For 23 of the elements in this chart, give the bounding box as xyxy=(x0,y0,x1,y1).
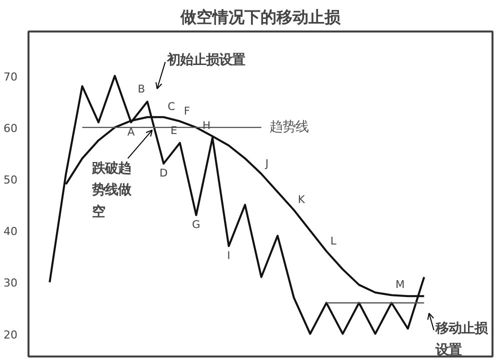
data-label: L xyxy=(330,234,336,248)
data-label: J xyxy=(264,156,268,170)
data-label: F xyxy=(184,104,190,118)
data-label: B xyxy=(138,82,146,96)
y-tick-label: 30 xyxy=(4,276,18,290)
data-label: D xyxy=(160,166,168,180)
y-tick-label: 70 xyxy=(4,70,18,84)
chart-title: 做空情况下的移动止损 xyxy=(180,8,342,26)
data-label: I xyxy=(227,249,230,262)
y-tick-label: 20 xyxy=(4,328,18,342)
series-label: 趋势线 xyxy=(269,120,308,135)
annotation: 跌破趋势线做空 xyxy=(90,161,132,220)
y-tick-label: 60 xyxy=(4,122,18,135)
data-label: G xyxy=(192,218,200,232)
annotation: 初始止损设置 xyxy=(166,52,245,68)
data-label: E xyxy=(170,124,178,137)
data-label: K xyxy=(298,192,306,206)
data-label: M xyxy=(396,278,405,292)
y-tick-label: 50 xyxy=(4,174,18,187)
text: 移动止损设置 xyxy=(434,321,489,358)
y-tick-label: 40 xyxy=(4,225,18,238)
data-label: C xyxy=(168,100,176,114)
data-label: A xyxy=(127,125,136,138)
